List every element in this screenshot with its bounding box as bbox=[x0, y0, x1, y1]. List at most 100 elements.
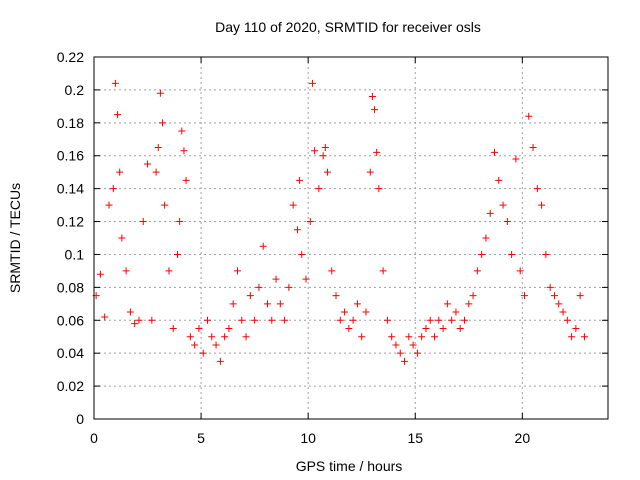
y-tick-label: 0.1 bbox=[65, 246, 85, 262]
data-point bbox=[251, 316, 259, 324]
data-point bbox=[469, 292, 477, 300]
data-point bbox=[456, 325, 464, 332]
data-point bbox=[448, 316, 456, 324]
axis-ticks: 0 0.02 0.04 0.06 0.08 0.1 0.12 0.14 0.16 0.18 0.2 0… bbox=[57, 49, 608, 446]
y-tick-label: 0.22 bbox=[57, 49, 84, 65]
data-point bbox=[336, 316, 344, 324]
data-point bbox=[139, 218, 147, 226]
data-point bbox=[186, 333, 194, 341]
data-point bbox=[165, 267, 173, 275]
data-point bbox=[461, 316, 469, 324]
data-point bbox=[122, 267, 130, 275]
data-point bbox=[576, 292, 584, 300]
data-point bbox=[332, 292, 340, 300]
data-point bbox=[255, 283, 263, 291]
data-point bbox=[508, 250, 516, 258]
data-point bbox=[465, 300, 473, 308]
data-point bbox=[159, 119, 167, 127]
data-point bbox=[199, 349, 207, 357]
data-points bbox=[92, 79, 588, 365]
data-point bbox=[176, 218, 184, 226]
y-tick-label: 0.08 bbox=[57, 279, 84, 295]
data-point bbox=[180, 147, 188, 155]
data-point bbox=[268, 316, 276, 324]
data-point bbox=[418, 333, 426, 341]
data-point bbox=[152, 168, 160, 176]
data-point bbox=[422, 325, 430, 332]
data-point bbox=[538, 201, 546, 209]
x-tick-label: 20 bbox=[515, 430, 531, 446]
y-tick-label: 0.16 bbox=[57, 148, 84, 164]
y-tick-label: 0.18 bbox=[57, 115, 84, 131]
data-point bbox=[392, 341, 400, 349]
data-point bbox=[154, 144, 162, 151]
data-point bbox=[178, 127, 186, 135]
data-point bbox=[233, 267, 241, 275]
data-point bbox=[373, 148, 381, 156]
data-point bbox=[96, 270, 104, 278]
x-tick-label: 15 bbox=[407, 430, 423, 446]
data-point bbox=[212, 341, 220, 349]
data-point bbox=[328, 267, 336, 275]
data-point bbox=[555, 300, 563, 308]
data-point bbox=[358, 333, 366, 341]
data-point bbox=[439, 325, 447, 332]
data-point bbox=[169, 325, 177, 332]
data-point bbox=[308, 79, 316, 87]
data-point bbox=[161, 201, 169, 209]
data-point bbox=[383, 316, 391, 324]
data-point bbox=[405, 333, 413, 341]
data-point bbox=[272, 275, 280, 283]
data-point bbox=[263, 300, 271, 308]
data-point bbox=[246, 292, 254, 300]
data-point bbox=[482, 234, 490, 242]
data-point bbox=[114, 111, 122, 119]
data-point bbox=[486, 209, 494, 217]
data-point bbox=[229, 300, 237, 308]
data-point bbox=[281, 316, 289, 324]
data-point bbox=[546, 283, 554, 291]
data-point bbox=[174, 250, 182, 258]
data-point bbox=[238, 316, 246, 324]
data-point bbox=[323, 168, 331, 176]
data-point bbox=[296, 176, 304, 184]
data-point bbox=[225, 325, 233, 332]
data-point bbox=[568, 333, 576, 341]
data-point bbox=[289, 201, 297, 209]
data-point bbox=[182, 176, 190, 184]
data-point bbox=[495, 176, 503, 184]
data-point bbox=[443, 300, 451, 308]
x-tick-label: 10 bbox=[300, 430, 316, 446]
data-point bbox=[503, 218, 511, 226]
data-point bbox=[101, 313, 109, 321]
data-point bbox=[216, 357, 224, 365]
data-point bbox=[144, 160, 152, 168]
y-tick-label: 0.2 bbox=[65, 82, 85, 98]
data-point bbox=[409, 341, 417, 349]
x-tick-label: 5 bbox=[197, 430, 205, 446]
data-point bbox=[105, 201, 113, 209]
data-point bbox=[204, 316, 212, 324]
data-point bbox=[426, 316, 434, 324]
data-point bbox=[431, 333, 439, 341]
data-point bbox=[116, 168, 124, 176]
grid bbox=[94, 57, 608, 419]
data-point bbox=[195, 325, 203, 332]
data-point bbox=[435, 316, 443, 324]
data-point bbox=[473, 267, 481, 275]
data-point bbox=[388, 333, 396, 341]
data-point bbox=[353, 300, 361, 308]
data-point bbox=[293, 226, 301, 234]
chart-title: Day 110 of 2020, SRMTID for receiver osl… bbox=[215, 19, 481, 35]
data-point bbox=[542, 250, 550, 258]
data-point bbox=[516, 267, 524, 275]
data-point bbox=[126, 308, 134, 316]
data-point bbox=[259, 242, 267, 250]
y-tick-label: 0.06 bbox=[57, 312, 84, 328]
data-point bbox=[396, 349, 404, 357]
data-point bbox=[452, 308, 460, 316]
y-tick-label: 0.12 bbox=[57, 214, 84, 230]
y-axis-label: SRMTID / TECUs bbox=[7, 183, 23, 293]
data-point bbox=[208, 333, 216, 341]
